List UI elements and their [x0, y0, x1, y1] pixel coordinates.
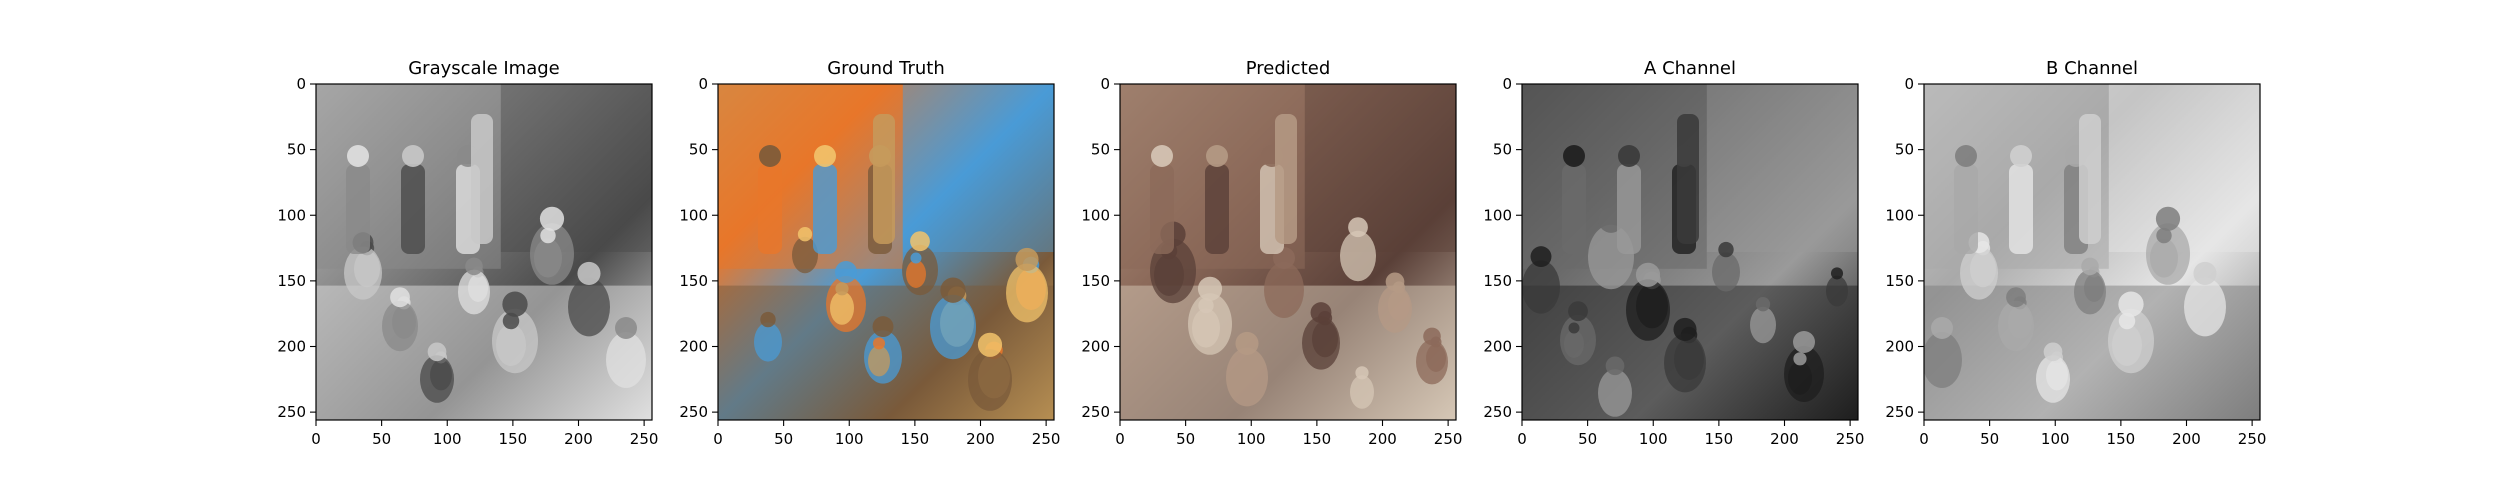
y-tick-label: 0 — [296, 75, 306, 93]
x-tick-label: 0 — [1517, 430, 1527, 448]
x-tick-label: 150 — [1303, 430, 1332, 448]
y-tick-label: 200 — [277, 338, 306, 356]
y-tick-label: 150 — [277, 272, 306, 290]
x-tick-label: 150 — [499, 430, 528, 448]
y-tick-label: 200 — [1885, 338, 1914, 356]
y-tick-label: 250 — [1885, 403, 1914, 421]
y-tick-label: 100 — [1081, 206, 1110, 224]
x-tick-label: 200 — [2172, 430, 2201, 448]
x-tick-label: 150 — [1705, 430, 1734, 448]
x-tick-label: 250 — [1836, 430, 1865, 448]
x-tick-label: 0 — [311, 430, 321, 448]
y-tick-label: 100 — [1885, 206, 1914, 224]
axes-frame — [315, 83, 653, 421]
y-tick-label: 150 — [679, 272, 708, 290]
y-tick-label: 50 — [1895, 141, 1914, 159]
y-tick-label: 50 — [287, 141, 306, 159]
x-tick-label: 50 — [1176, 430, 1195, 448]
x-tick-label: 50 — [1980, 430, 1999, 448]
x-tick-label: 250 — [2238, 430, 2267, 448]
y-tick-label: 250 — [1081, 403, 1110, 421]
x-tick-label: 100 — [433, 430, 462, 448]
x-tick-label: 0 — [713, 430, 723, 448]
y-tick-label: 250 — [679, 403, 708, 421]
x-tick-label: 150 — [901, 430, 930, 448]
y-tick-label: 200 — [679, 338, 708, 356]
panel-title: Predicted — [1246, 58, 1331, 79]
axes-frame — [717, 83, 1055, 421]
x-tick-label: 250 — [1032, 430, 1061, 448]
panel-grayscale: Grayscale Image 0 50 100 150 200 250 0 50 100 150 2… — [277, 58, 658, 448]
x-tick-label: 200 — [966, 430, 995, 448]
y-tick-label: 150 — [1483, 272, 1512, 290]
panel-b-channel: B Channel 0 50 100 150 200 250 0 50 100 150 200 250 — [1885, 58, 2266, 448]
y-tick-label: 100 — [679, 206, 708, 224]
x-tick-label: 100 — [835, 430, 864, 448]
y-tick-label: 0 — [1100, 75, 1110, 93]
y-tick-label: 50 — [1091, 141, 1110, 159]
panel-predicted: Predicted 0 50 100 150 200 250 0 50 100 150 200 250 — [1081, 58, 1462, 448]
y-tick-label: 100 — [277, 206, 306, 224]
a-channel-map — [1522, 84, 1858, 420]
x-tick-label: 200 — [1368, 430, 1397, 448]
axes-frame — [1119, 83, 1457, 421]
x-tick-label: 250 — [630, 430, 659, 448]
color-classroom-photo — [718, 84, 1054, 420]
y-tick-label: 0 — [1904, 75, 1914, 93]
x-tick-label: 100 — [1639, 430, 1668, 448]
y-tick-label: 150 — [1081, 272, 1110, 290]
y-tick-label: 200 — [1483, 338, 1512, 356]
y-tick-label: 50 — [1493, 141, 1512, 159]
y-tick-label: 250 — [1483, 403, 1512, 421]
panel-title: Grayscale Image — [408, 58, 560, 79]
b-channel-map — [1924, 84, 2260, 420]
x-tick-label: 50 — [372, 430, 391, 448]
axes-frame — [1521, 83, 1859, 421]
x-tick-label: 0 — [1919, 430, 1929, 448]
x-tick-label: 150 — [2107, 430, 2136, 448]
x-tick-label: 50 — [1578, 430, 1597, 448]
axes-frame — [1923, 83, 2261, 421]
y-tick-label: 50 — [689, 141, 708, 159]
x-tick-label: 200 — [1770, 430, 1799, 448]
y-tick-label: 200 — [1081, 338, 1110, 356]
x-tick-label: 100 — [2041, 430, 2070, 448]
panel-title: A Channel — [1644, 58, 1736, 79]
predicted-colorized-classroom-photo — [1120, 84, 1456, 420]
y-tick-label: 250 — [277, 403, 306, 421]
panel-title: B Channel — [2046, 58, 2138, 79]
x-tick-label: 100 — [1237, 430, 1266, 448]
x-tick-label: 0 — [1115, 430, 1125, 448]
panel-a-channel: A Channel 0 50 100 150 200 250 0 50 100 150 200 250 — [1483, 58, 1864, 448]
y-tick-label: 0 — [698, 75, 708, 93]
grayscale-classroom-photo — [316, 84, 652, 420]
y-tick-label: 100 — [1483, 206, 1512, 224]
x-tick-label: 200 — [564, 430, 593, 448]
x-tick-label: 50 — [774, 430, 793, 448]
x-tick-label: 250 — [1434, 430, 1463, 448]
y-tick-label: 150 — [1885, 272, 1914, 290]
y-tick-label: 0 — [1502, 75, 1512, 93]
panel-ground-truth: Ground Truth 0 50 100 150 200 250 0 50 100 150 200 2… — [679, 58, 1060, 448]
panel-title: Ground Truth — [827, 58, 945, 79]
